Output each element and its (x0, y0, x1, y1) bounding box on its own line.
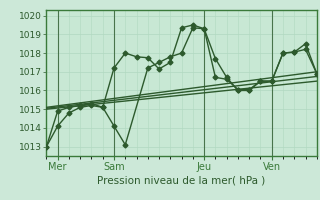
X-axis label: Pression niveau de la mer( hPa ): Pression niveau de la mer( hPa ) (98, 176, 266, 186)
